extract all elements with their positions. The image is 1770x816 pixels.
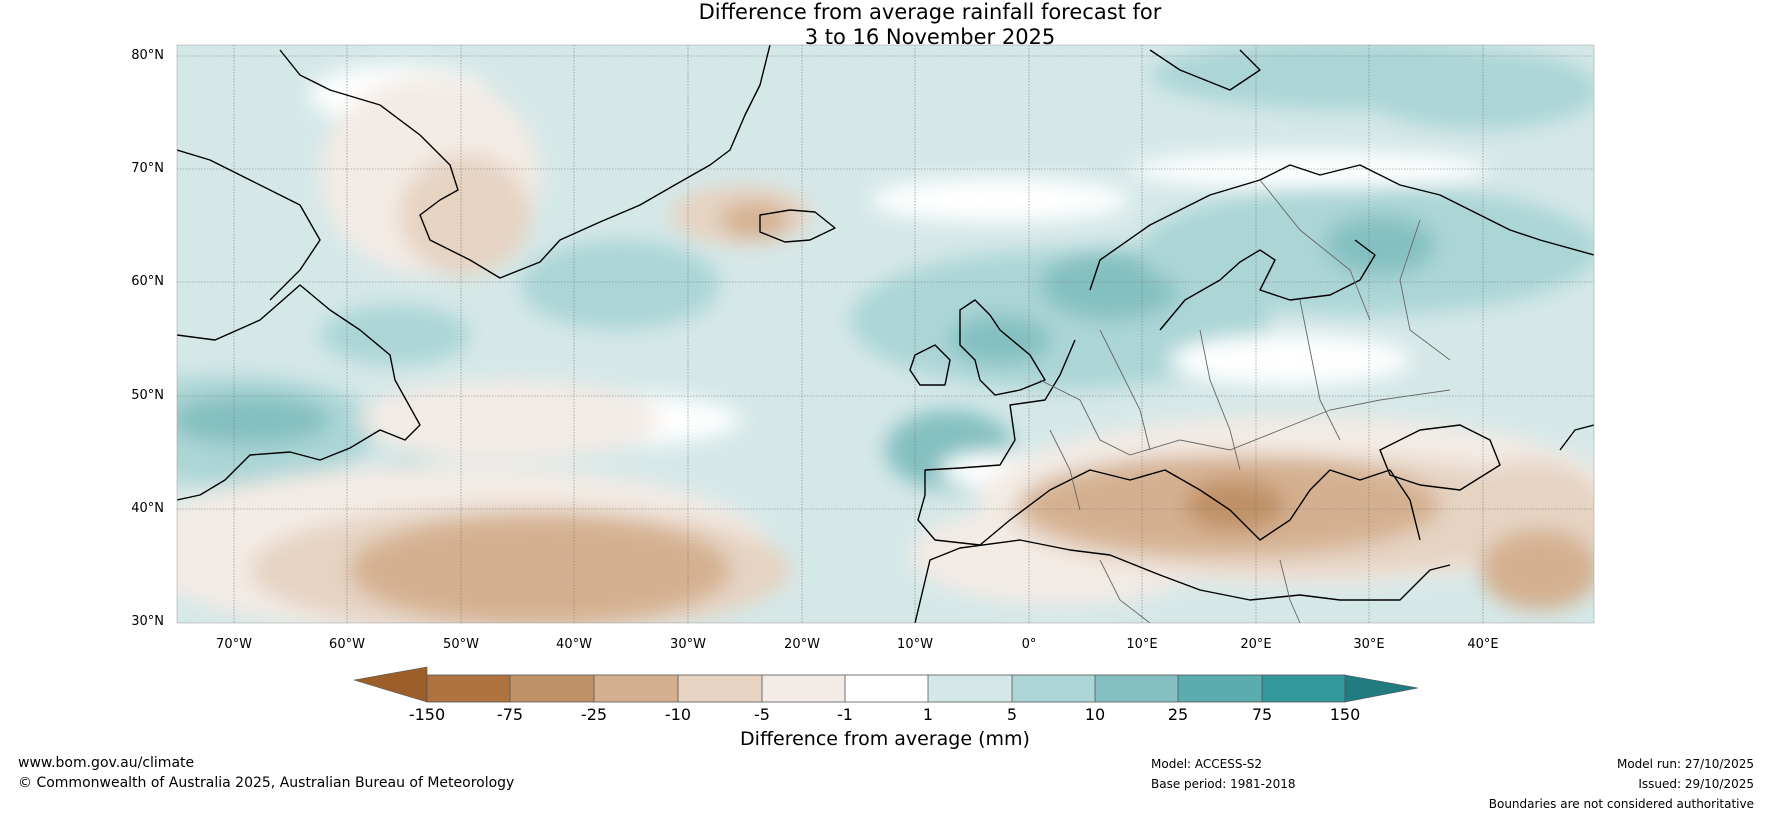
lon-label-40w: 40°W xyxy=(556,637,592,652)
colorbar-segment-7 xyxy=(928,675,1012,702)
copyright-text: © Commonwealth of Australia 2025, Austra… xyxy=(18,775,515,791)
colorbar-tick-5: -1 xyxy=(837,705,853,724)
colorbar-tick-8: 10 xyxy=(1084,705,1106,724)
website-link[interactable]: www.bom.gov.au/climate xyxy=(18,755,195,771)
title-line-1: Difference from average rainfall forecas… xyxy=(698,0,1162,24)
colorbar-segment-2 xyxy=(510,675,594,702)
colorbar-segment-6 xyxy=(845,675,928,702)
colorbar-segment-10 xyxy=(1178,675,1262,702)
colorbar-title: Difference from average (mm) xyxy=(740,728,1030,750)
colorbar-segment-0 xyxy=(353,666,428,703)
colorbar-segment-8 xyxy=(1012,675,1095,702)
lon-label-40e: 40°E xyxy=(1467,637,1499,652)
mediterranean-north xyxy=(934,469,1421,546)
canada-coast-east xyxy=(177,284,421,501)
model-run-date: Model run: 27/10/2025 xyxy=(1616,757,1754,771)
colorbar-tick-4: -5 xyxy=(754,705,770,724)
europe-west-coast xyxy=(917,339,1076,541)
lon-label-20w: 20°W xyxy=(784,637,820,652)
colorbar-segment-5 xyxy=(762,675,845,702)
colorbar-segment-1 xyxy=(427,675,510,702)
scandinavia-coast xyxy=(1089,164,1594,291)
colorbar-segment-4 xyxy=(678,675,762,702)
lat-label-50n: 50°N xyxy=(131,388,164,403)
colorbar-tick-0: -150 xyxy=(408,705,446,724)
black-sea-coast xyxy=(1379,424,1501,491)
canada-coast-north xyxy=(177,149,321,301)
lat-label-80n: 80°N xyxy=(131,48,164,63)
lat-label-40n: 40°N xyxy=(131,501,164,516)
svalbard-coast xyxy=(1149,49,1261,91)
colorbar xyxy=(353,666,1419,703)
caspian-coast xyxy=(1559,424,1594,451)
graticule xyxy=(177,45,1594,623)
colorbar-tick-11: 150 xyxy=(1329,705,1361,724)
baltic-coast xyxy=(1159,239,1376,331)
lon-label-10w: 10°W xyxy=(897,637,933,652)
colorbar-tick-2: -25 xyxy=(580,705,608,724)
lat-label-70n: 70°N xyxy=(131,161,164,176)
colorbar-tick-3: -10 xyxy=(664,705,692,724)
lat-label-30n: 30°N xyxy=(131,614,164,629)
africa-north-coast xyxy=(914,539,1451,623)
lon-label-60w: 60°W xyxy=(329,637,365,652)
greenland-coast xyxy=(279,45,771,279)
lon-label-30w: 30°W xyxy=(670,637,706,652)
colorbar-tick-1: -75 xyxy=(496,705,524,724)
colorbar-segment-9 xyxy=(1095,675,1178,702)
lon-label-20e: 20°E xyxy=(1240,637,1272,652)
lon-label-70w: 70°W xyxy=(216,637,252,652)
colorbar-segment-11 xyxy=(1262,675,1345,702)
colorbar-segment-3 xyxy=(594,675,678,702)
colorbar-tick-10: 75 xyxy=(1251,705,1273,724)
colorbar-tick-7: 5 xyxy=(1006,705,1018,724)
colorbar-segment-12 xyxy=(1344,674,1419,703)
map-title: Difference from average rainfall forecas… xyxy=(0,0,1770,50)
british-isles-coast xyxy=(959,299,1046,396)
coastlines xyxy=(177,45,1594,623)
colorbar-tick-9: 25 xyxy=(1167,705,1189,724)
lon-label-10e: 10°E xyxy=(1126,637,1158,652)
colorbar-tick-6: 1 xyxy=(922,705,934,724)
iceland-coast xyxy=(759,209,836,243)
ireland-coast xyxy=(909,344,951,386)
lon-label-0: 0° xyxy=(1021,637,1037,652)
anomaly-field xyxy=(177,45,1594,623)
issued-date: Issued: 29/10/2025 xyxy=(1638,777,1754,791)
boundaries-disclaimer: Boundaries are not considered authoritat… xyxy=(1488,797,1754,811)
lon-label-30e: 30°E xyxy=(1353,637,1385,652)
country-borders xyxy=(1039,179,1451,623)
base-period: Base period: 1981-2018 xyxy=(1151,777,1296,791)
lon-label-50w: 50°W xyxy=(443,637,479,652)
model-name: Model: ACCESS-S2 xyxy=(1151,757,1263,771)
lat-label-60n: 60°N xyxy=(131,274,164,289)
